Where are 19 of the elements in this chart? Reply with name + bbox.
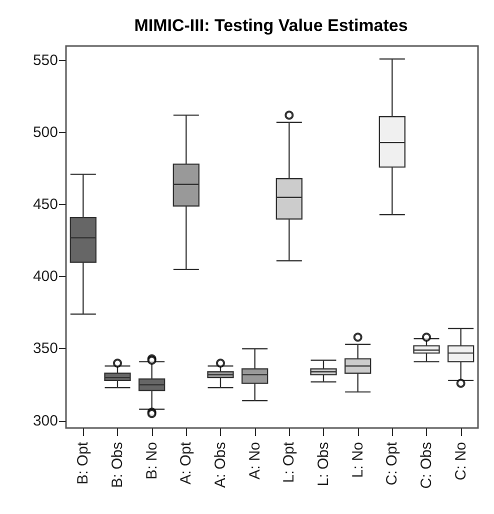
x-tick-label: A: No [246, 442, 264, 480]
y-tick-label: 550 [32, 52, 58, 69]
x-tick-label: B: No [143, 442, 160, 480]
x-tick-label: C: Obs [418, 442, 435, 489]
y-tick-label: 400 [32, 268, 58, 286]
x-tick-label: A: Obs [212, 442, 229, 488]
x-tick-label: L: Opt [280, 441, 298, 483]
y-tick-label: 350 [32, 340, 58, 358]
x-tick-label: C: No [452, 442, 470, 480]
x-tick-label: B: Opt [74, 441, 92, 485]
y-tick-label: 450 [32, 196, 58, 214]
x-tick-label: L: No [349, 442, 366, 478]
x-tick-label: L: Obs [315, 442, 332, 486]
y-tick-label: 500 [32, 124, 58, 141]
y-tick-label: 300 [32, 412, 58, 430]
x-tick-label: A: Opt [178, 441, 195, 485]
chart-title: MIMIC-III: Testing Value Estimates [134, 16, 408, 35]
x-tick-label: B: Obs [109, 442, 126, 488]
x-tick-label: C: Opt [384, 441, 401, 486]
